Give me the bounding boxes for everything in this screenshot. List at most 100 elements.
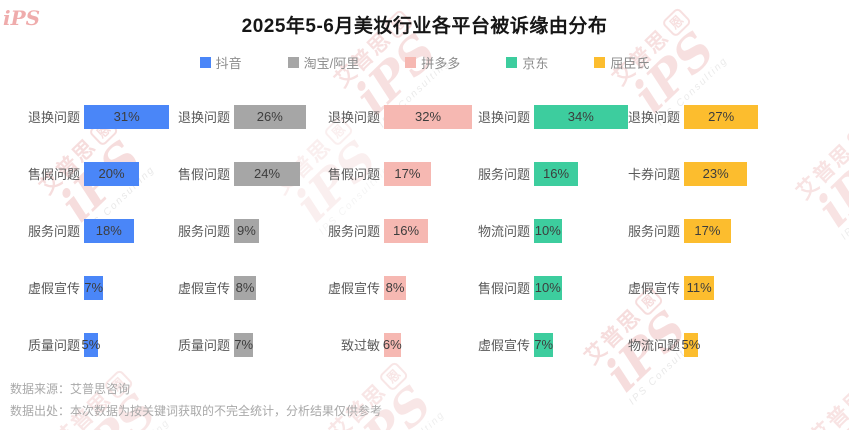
legend-item-2: 拼多多 [405,53,460,72]
bar: 17% [684,218,731,243]
legend: 抖音 淘宝/阿里 拼多多 京东 屈臣氏 [0,53,849,72]
bar: 24% [234,161,300,186]
bar-value-label: 24% [253,166,281,181]
category-label: 虚假宣传 [478,338,531,353]
legend-item-4: 屈臣氏 [594,53,649,72]
legend-label: 淘宝/阿里 [303,56,360,71]
bar: 16% [384,218,428,243]
bar-value-label: 16% [392,223,420,238]
bar-value-label: 27% [708,109,735,124]
platform-column-4: 退换问题 27% 卡券问题 23% 服务问题 17% 虚假宣传 11% 物流问题 5% [628,88,778,373]
bar: 27% [684,104,759,129]
category-label: 服务问题 [328,224,381,239]
chart-row: 售假问题 24% [178,145,328,202]
watermark-brand-text: 艾普思 [792,139,849,205]
bar: 18% [84,218,134,243]
bar-value-label: 11% [686,280,712,295]
bar-value-label: 34% [567,109,594,124]
chart-row: 物流问题 5% [628,316,778,373]
bar: 16% [534,161,578,186]
category-label: 服务问题 [178,224,231,239]
bar: 32% [384,104,472,129]
bar-value-label: 31% [113,109,140,124]
legend-swatch-icon [405,57,417,68]
footer: 数据来源：艾普思咨询 数据出处：本次数据为按关键词获取的不完全统计，分析结果仅供… [10,378,382,422]
category-label: 物流问题 [478,224,531,239]
category-label: 虚假宣传 [628,281,681,296]
chart-row: 卡券问题 23% [628,145,778,202]
bar: 8% [384,275,406,300]
legend-label: 拼多多 [421,56,461,71]
bar: 34% [534,104,628,129]
bar: 23% [684,161,748,186]
bar: 11% [684,275,715,300]
bar-value-label: 8% [235,280,255,295]
bar: 20% [84,161,139,186]
watermark-logo-text: iPS [790,351,849,430]
chart-row: 虚假宣传 8% [178,259,328,316]
category-label: 退换问题 [178,110,231,125]
category-label: 售假问题 [328,167,381,182]
bar: 5% [81,332,100,357]
legend-label: 京东 [522,56,549,71]
category-label: 服务问题 [28,224,81,239]
chart-row: 退换问题 32% [328,88,478,145]
platform-column-1: 退换问题 26% 售假问题 24% 服务问题 9% 虚假宣传 8% 质量问题 7% [178,88,328,373]
watermark-corner-fragment: iPS [3,6,41,30]
footer-source: 数据来源：艾普思咨询 [10,382,131,396]
bar: 9% [234,218,259,243]
chart-row: 虚假宣传 11% [628,259,778,316]
chart-row: 虚假宣传 7% [478,316,628,373]
chart-row: 退换问题 26% [178,88,328,145]
platform-column-0: 退换问题 31% 售假问题 20% 服务问题 18% 虚假宣传 7% 质量问题 5% [28,88,178,373]
chart-row: 退换问题 31% [28,88,178,145]
bar-value-label: 17% [394,166,421,181]
chart-row: 售假问题 17% [328,145,478,202]
platform-column-3: 退换问题 34% 服务问题 16% 物流问题 10% 售假问题 10% 虚假宣传 7% [478,88,628,373]
legend-item-0: 抖音 [199,53,242,72]
bar: 7% [234,332,254,357]
category-label: 虚假宣传 [178,281,231,296]
watermark-brand-text: 艾普思 [806,384,849,430]
chart-row: 服务问题 9% [178,202,328,259]
legend-label: 抖音 [215,56,242,71]
bar-value-label: 7% [84,280,104,295]
category-label: 卡券问题 [628,167,681,182]
bar-value-label: 10% [534,280,561,295]
bar: 7% [534,332,554,357]
platform-column-2: 退换问题 32% 售假问题 17% 服务问题 16% 虚假宣传 8% 致过敏 6% [328,88,478,373]
watermark-caption-text: IPS Consulting [818,381,849,430]
bar-value-label: 17% [694,223,721,238]
chart-row: 退换问题 27% [628,88,778,145]
bar-value-label: 32% [414,109,442,124]
bar: 31% [84,104,170,129]
bar-value-label: 16% [542,166,570,181]
category-label: 致过敏 [340,338,380,353]
bar: 17% [384,161,431,186]
category-label: 质量问题 [28,338,81,353]
legend-label: 屈臣氏 [610,56,650,71]
bar-value-label: 9% [236,223,256,238]
category-label: 质量问题 [178,338,231,353]
category-label: 虚假宣传 [28,281,81,296]
category-label: 虚假宣传 [328,281,381,296]
footer-note: 数据出处：本次数据为按关键词获取的不完全统计，分析结果仅供参考 [10,404,383,418]
bar: 8% [234,275,256,300]
watermark-seal-icon: 恩 [844,120,849,152]
bar: 26% [234,104,306,129]
chart-row: 服务问题 16% [328,202,478,259]
chart-row: 退换问题 34% [478,88,628,145]
chart-row: 虚假宣传 7% [28,259,178,316]
category-label: 退换问题 [478,110,531,125]
legend-swatch-icon [287,57,299,68]
bar: 5% [681,332,700,357]
bar-value-label: 8% [385,280,405,295]
category-label: 售假问题 [178,167,231,182]
bar-value-label: 18% [95,223,122,238]
legend-item-1: 淘宝/阿里 [287,53,360,72]
bar-value-label: 20% [98,166,125,181]
bar: 6% [383,332,402,357]
category-label: 退换问题 [328,110,381,125]
watermark-logo-text: iPS [806,135,849,238]
